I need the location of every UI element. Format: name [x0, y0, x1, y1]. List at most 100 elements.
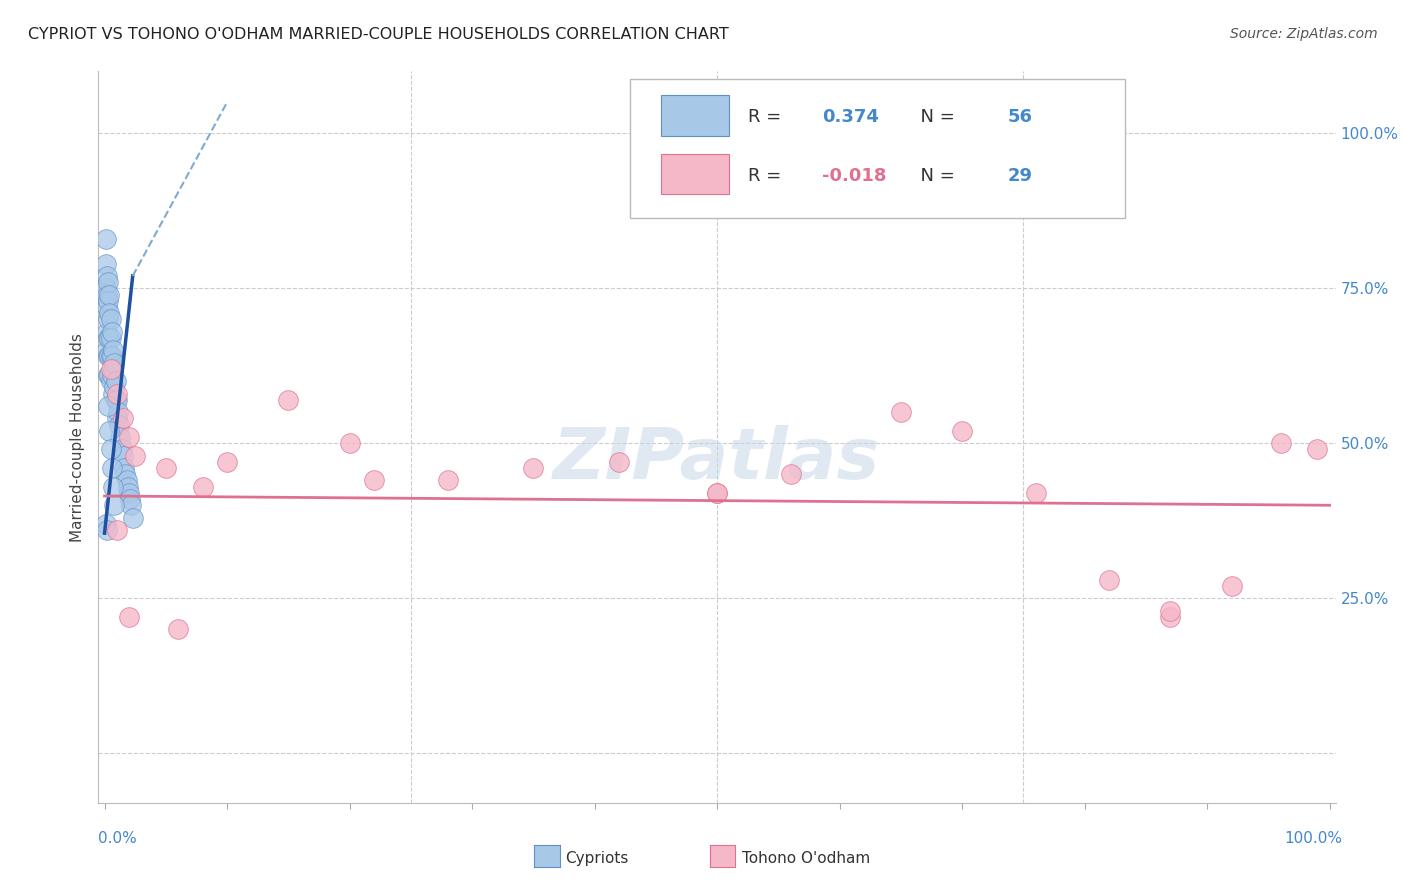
Point	[101, 325, 124, 339]
Point	[436, 474, 458, 488]
Point	[1025, 486, 1047, 500]
Point	[101, 362, 124, 376]
Point	[950, 424, 973, 438]
Point	[121, 498, 143, 512]
Point	[118, 430, 141, 444]
Point	[890, 405, 912, 419]
Point	[1159, 604, 1181, 618]
Point	[98, 331, 121, 345]
Point	[100, 312, 122, 326]
Point	[96, 523, 118, 537]
Point	[111, 442, 134, 457]
Text: Source: ZipAtlas.com: Source: ZipAtlas.com	[1230, 27, 1378, 41]
Point	[1159, 610, 1181, 624]
FancyBboxPatch shape	[661, 154, 730, 194]
Text: Cypriots: Cypriots	[565, 851, 628, 865]
Text: ZIPatlas: ZIPatlas	[554, 425, 880, 493]
Point	[155, 461, 177, 475]
Point	[121, 510, 143, 524]
Point	[191, 480, 214, 494]
Point	[105, 523, 128, 537]
Point	[94, 516, 117, 531]
Point	[114, 467, 136, 482]
Point	[103, 380, 125, 394]
Point	[97, 368, 120, 383]
Point	[94, 232, 117, 246]
Point	[115, 474, 138, 488]
Point	[105, 386, 128, 401]
Text: 0.0%: 0.0%	[98, 831, 138, 846]
Point	[105, 411, 128, 425]
Point	[97, 293, 120, 308]
Text: N =: N =	[908, 109, 960, 127]
Text: -0.018: -0.018	[823, 167, 887, 185]
Point	[96, 287, 118, 301]
Point	[101, 350, 124, 364]
Point	[104, 374, 127, 388]
Point	[96, 268, 118, 283]
Text: N =: N =	[908, 167, 960, 185]
Point	[98, 368, 121, 383]
Text: 29: 29	[1008, 167, 1033, 185]
FancyBboxPatch shape	[630, 78, 1125, 218]
Point	[118, 610, 141, 624]
Point	[1270, 436, 1292, 450]
Point	[111, 449, 134, 463]
Point	[101, 343, 124, 358]
Point	[522, 461, 544, 475]
Point	[363, 474, 385, 488]
Point	[100, 350, 122, 364]
Point	[107, 405, 129, 419]
Point	[100, 331, 122, 345]
Point	[118, 486, 141, 500]
Point	[104, 392, 127, 407]
Point	[96, 343, 118, 358]
Point	[97, 312, 120, 326]
Point	[103, 356, 125, 370]
Point	[94, 256, 117, 270]
Text: 56: 56	[1008, 109, 1033, 127]
Point	[101, 480, 124, 494]
Point	[120, 491, 142, 506]
Point	[339, 436, 361, 450]
Y-axis label: Married-couple Households: Married-couple Households	[70, 333, 86, 541]
Point	[97, 350, 120, 364]
Point	[117, 480, 139, 494]
Point	[101, 368, 124, 383]
Point	[97, 331, 120, 345]
Point	[112, 461, 135, 475]
Point	[97, 275, 120, 289]
Point	[98, 306, 121, 320]
Point	[98, 424, 121, 438]
Point	[101, 386, 124, 401]
Point	[167, 622, 190, 636]
Point	[1306, 442, 1329, 457]
Point	[706, 486, 728, 500]
Text: R =: R =	[748, 167, 787, 185]
Point	[103, 498, 125, 512]
Point	[94, 281, 117, 295]
Point	[111, 411, 134, 425]
Point	[779, 467, 801, 482]
Text: CYPRIOT VS TOHONO O'ODHAM MARRIED-COUPLE HOUSEHOLDS CORRELATION CHART: CYPRIOT VS TOHONO O'ODHAM MARRIED-COUPLE…	[28, 27, 728, 42]
Point	[97, 399, 120, 413]
Text: R =: R =	[748, 109, 787, 127]
FancyBboxPatch shape	[661, 95, 730, 136]
Text: Tohono O'odham: Tohono O'odham	[742, 851, 870, 865]
Point	[110, 430, 132, 444]
Point	[607, 455, 630, 469]
Point	[96, 300, 118, 314]
Point	[124, 449, 146, 463]
Point	[98, 287, 121, 301]
Point	[101, 461, 124, 475]
Point	[108, 417, 131, 432]
Point	[215, 455, 238, 469]
Point	[100, 362, 122, 376]
Point	[98, 350, 121, 364]
Point	[100, 442, 122, 457]
Point	[1098, 573, 1121, 587]
Point	[96, 325, 118, 339]
Point	[1220, 579, 1243, 593]
Point	[706, 486, 728, 500]
Text: 0.374: 0.374	[823, 109, 879, 127]
